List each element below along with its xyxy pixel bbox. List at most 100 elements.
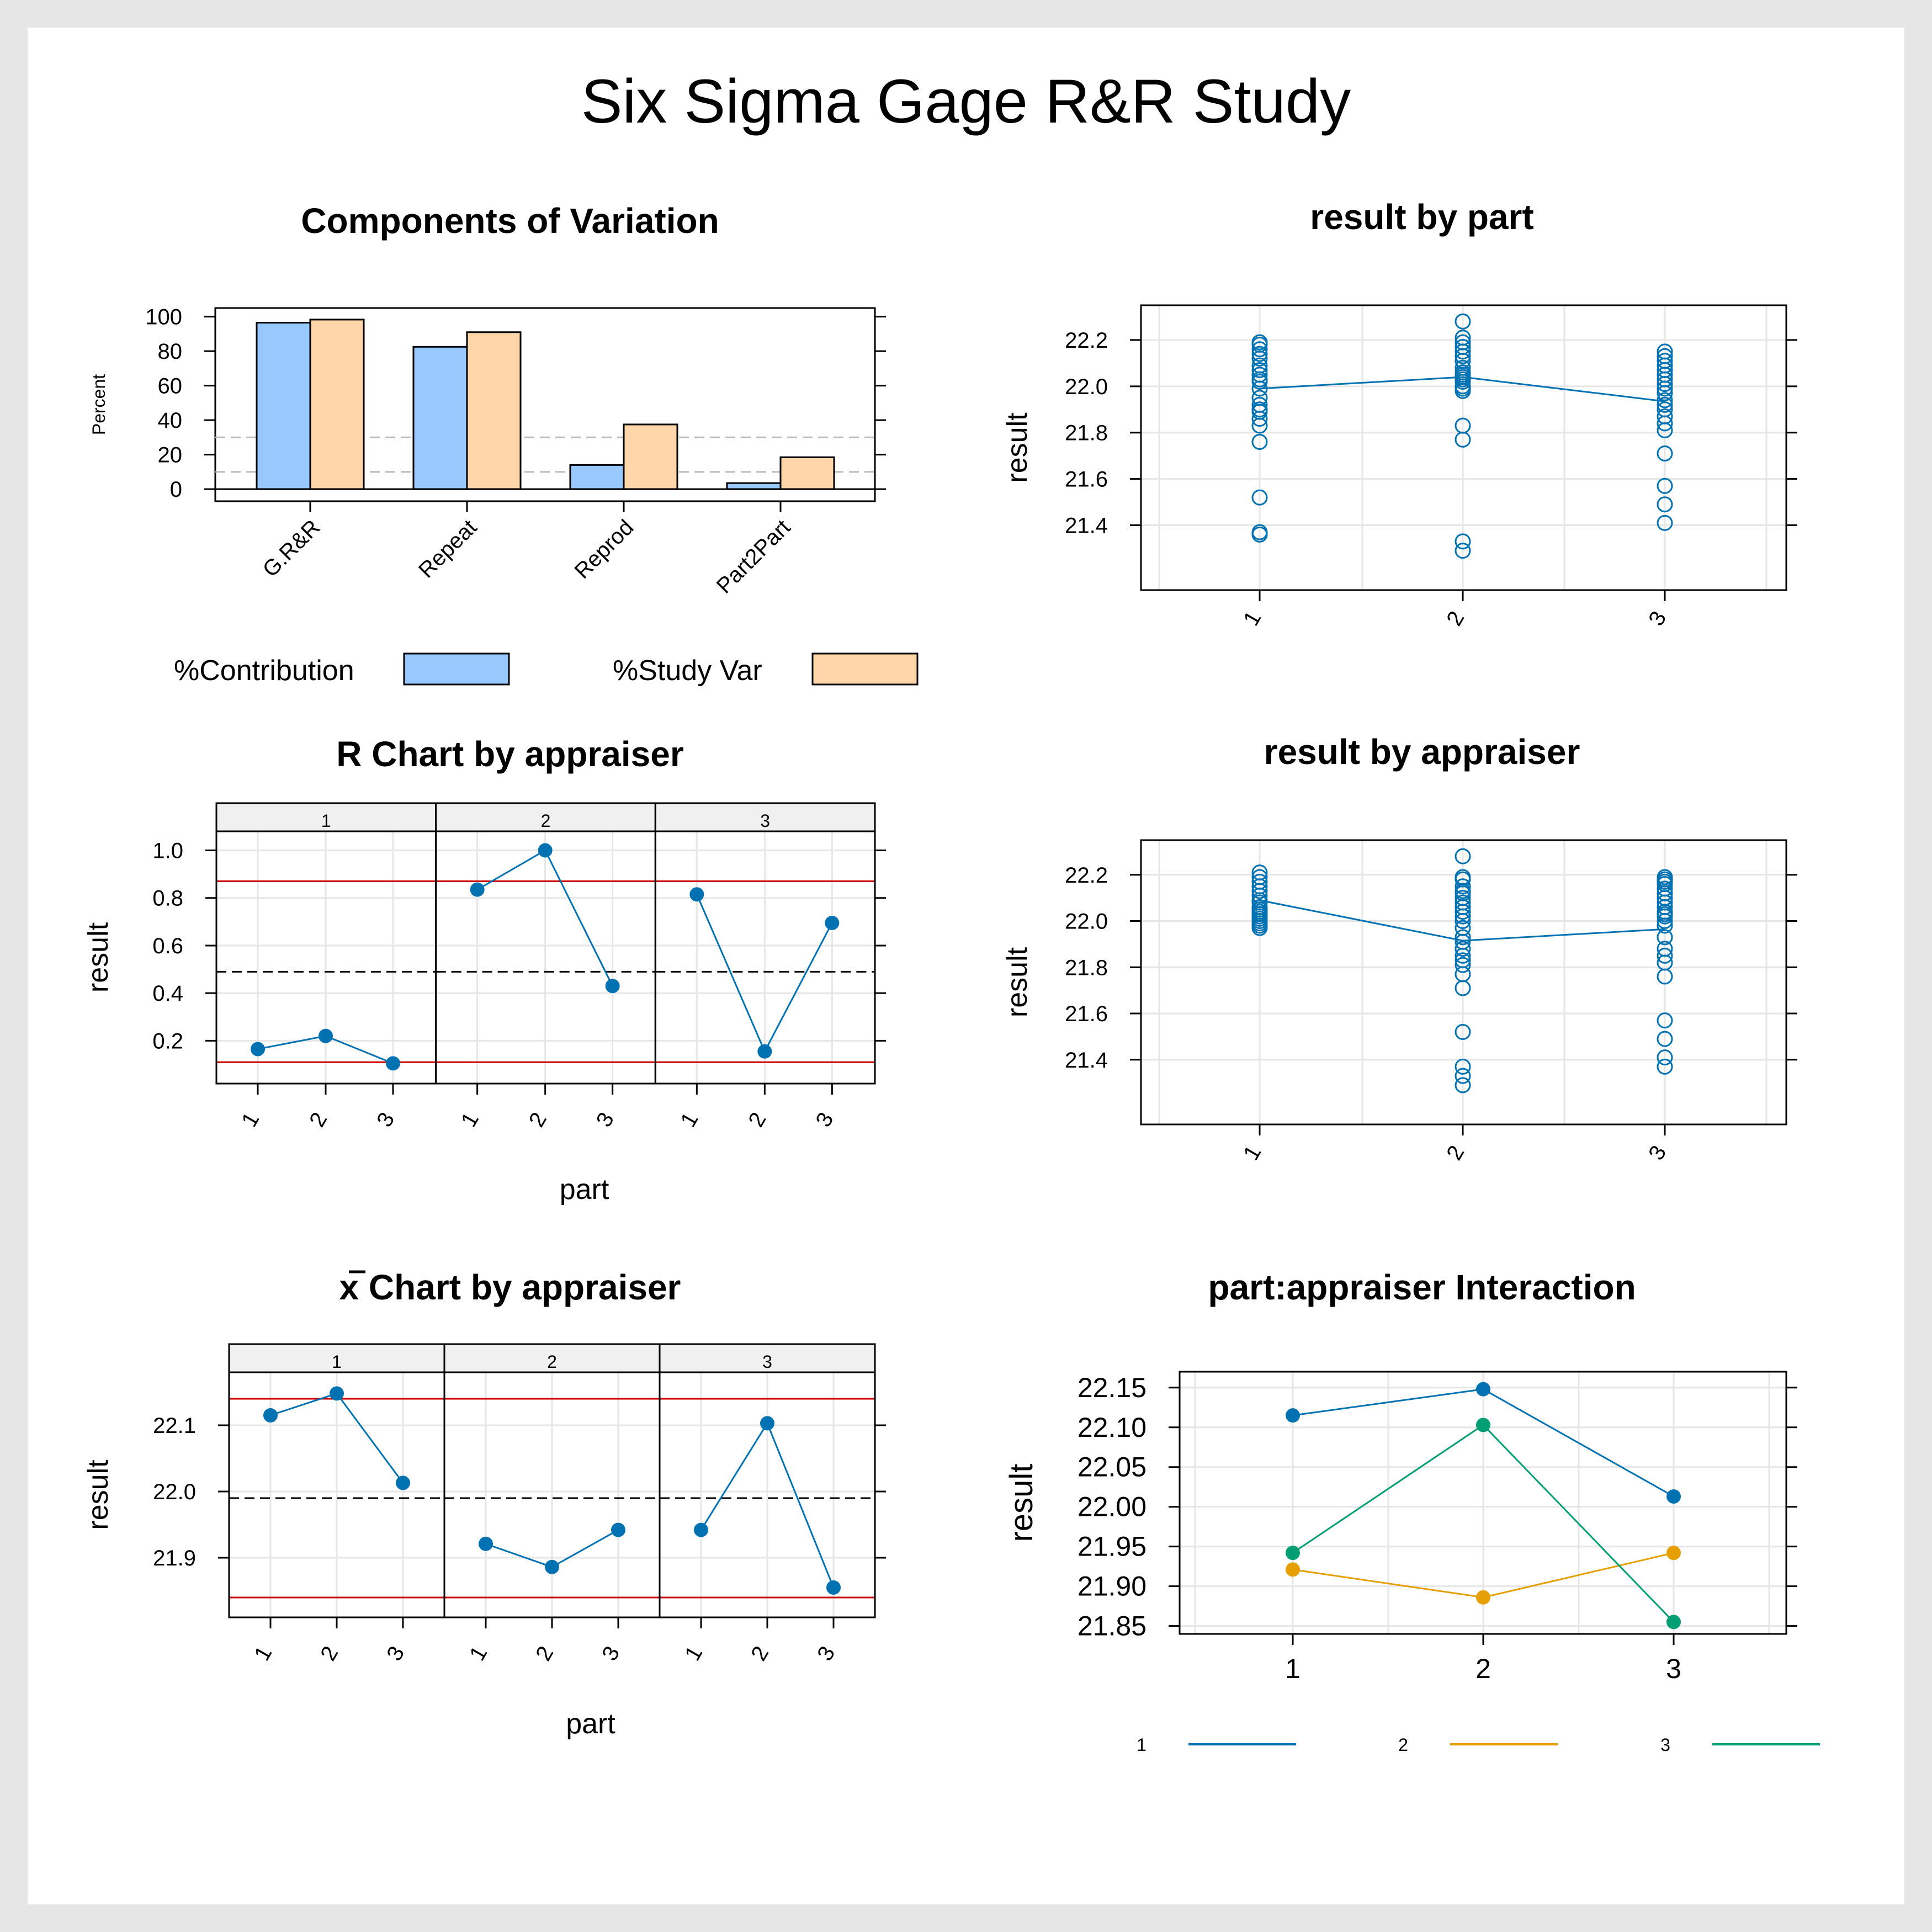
x-tick-label: 2 — [1442, 607, 1469, 630]
x-tick-label: 1 — [676, 1108, 703, 1131]
data-point — [1455, 941, 1471, 957]
y-tick-label: 0.2 — [152, 1029, 183, 1053]
data-point — [1455, 533, 1471, 550]
legend-swatch-study-var — [811, 652, 919, 686]
data-point — [1657, 380, 1673, 397]
data-point — [1657, 376, 1673, 392]
data-point — [694, 1522, 708, 1537]
y-tick-label: 22.0 — [1065, 910, 1108, 934]
legend-swatch-contribution — [403, 652, 510, 686]
data-point — [1455, 929, 1471, 946]
data-point — [689, 887, 704, 902]
data-point — [1251, 373, 1268, 390]
data-point — [1455, 878, 1471, 895]
legend-label: 1 — [1137, 1735, 1147, 1755]
data-point — [1657, 514, 1673, 531]
legend-label-contribution: %Contribution — [174, 655, 354, 687]
data-point — [1251, 417, 1268, 434]
data-point — [538, 843, 553, 858]
panel-strip — [659, 1343, 876, 1373]
data-point — [1455, 1077, 1471, 1094]
x-tick-label: 3 — [382, 1642, 409, 1665]
data-point — [1251, 411, 1268, 427]
y-tick-label: 21.85 — [1078, 1611, 1147, 1642]
figure-canvas: Six Sigma Gage R&R Study Components of V… — [82, 67, 1820, 1755]
data-point — [1657, 385, 1673, 401]
bar-contribution — [726, 482, 782, 490]
x-axis-label: part — [566, 1708, 615, 1740]
data-point — [1476, 1382, 1490, 1397]
y-tick-label: 21.4 — [1065, 514, 1108, 538]
data-point — [1666, 1615, 1681, 1630]
data-point — [826, 1580, 841, 1595]
data-point — [1251, 341, 1268, 358]
y-tick-label: 21.8 — [1065, 421, 1108, 445]
panel-strip-label: 2 — [547, 1352, 557, 1372]
y-axis-label: result — [82, 922, 114, 992]
data-point — [1251, 526, 1268, 543]
x-tick-label: 3 — [597, 1642, 624, 1665]
data-point — [1251, 920, 1268, 936]
y-tick-label: 22.15 — [1078, 1372, 1147, 1403]
data-point — [1657, 477, 1673, 494]
data-point — [1455, 1058, 1471, 1075]
panel-strip — [228, 1343, 445, 1373]
bar-contribution — [412, 346, 468, 490]
x-tick-label: 1 — [237, 1108, 264, 1131]
x-tick-label: 1 — [1239, 1142, 1266, 1164]
data-point — [1657, 396, 1673, 413]
data-point — [1455, 348, 1471, 364]
data-point — [1251, 434, 1268, 450]
panel-frame — [654, 830, 876, 1085]
data-point — [1657, 1012, 1673, 1029]
data-point — [1286, 1408, 1300, 1423]
data-point — [1455, 1068, 1471, 1084]
chart-title: result by part — [1310, 197, 1533, 237]
data-point — [1657, 415, 1673, 432]
data-point — [1455, 383, 1471, 399]
data-point — [386, 1056, 400, 1071]
data-point — [1286, 1562, 1300, 1577]
data-point — [330, 1386, 344, 1401]
data-point — [611, 1522, 625, 1537]
data-point — [1455, 373, 1471, 390]
x-tick-label: 2 — [531, 1642, 558, 1665]
panel-strip-label: 1 — [321, 811, 331, 831]
data-point — [1657, 917, 1673, 934]
data-point — [1251, 883, 1268, 899]
panel-frame — [659, 1371, 876, 1618]
panel-strip-label: 3 — [762, 1352, 772, 1372]
data-point — [1657, 445, 1673, 461]
figure-frame: Six Sigma Gage R&R Study Components of V… — [28, 28, 1904, 1904]
data-point — [1657, 947, 1673, 964]
data-point — [1455, 913, 1471, 930]
y-tick-label: 22.0 — [1065, 375, 1108, 399]
x-tick-label: 3 — [1644, 607, 1671, 630]
bar-contribution — [569, 464, 625, 490]
data-point — [1657, 422, 1673, 439]
y-axis-label: result — [1004, 1464, 1039, 1542]
bar-contribution — [256, 322, 311, 490]
data-point — [757, 1044, 772, 1059]
x-tick-label: 2 — [305, 1108, 332, 1131]
data-point — [1476, 1418, 1490, 1432]
y-tick-label: 20 — [158, 443, 183, 468]
y-tick-label: 80 — [158, 339, 183, 364]
data-point — [1286, 1546, 1300, 1561]
chart-title: x Chart by appraiser — [339, 1267, 681, 1307]
bar-study-var — [779, 456, 835, 490]
data-point — [1455, 343, 1471, 360]
y-tick-label: 22.10 — [1078, 1412, 1147, 1443]
chart-title: part:appraiser Interaction — [1208, 1267, 1636, 1307]
data-point — [1455, 904, 1471, 920]
bar-study-var — [309, 319, 365, 490]
data-point — [1657, 908, 1673, 925]
y-axis-label: result — [1001, 947, 1033, 1017]
data-point — [1455, 1024, 1471, 1041]
y-tick-label: 22.2 — [1065, 328, 1108, 353]
data-point — [1666, 1489, 1681, 1504]
data-point — [263, 1408, 278, 1423]
y-tick-label: 0.6 — [152, 934, 183, 958]
x-tick-label: 3 — [592, 1108, 619, 1131]
x-tick-label: 3 — [811, 1108, 838, 1131]
